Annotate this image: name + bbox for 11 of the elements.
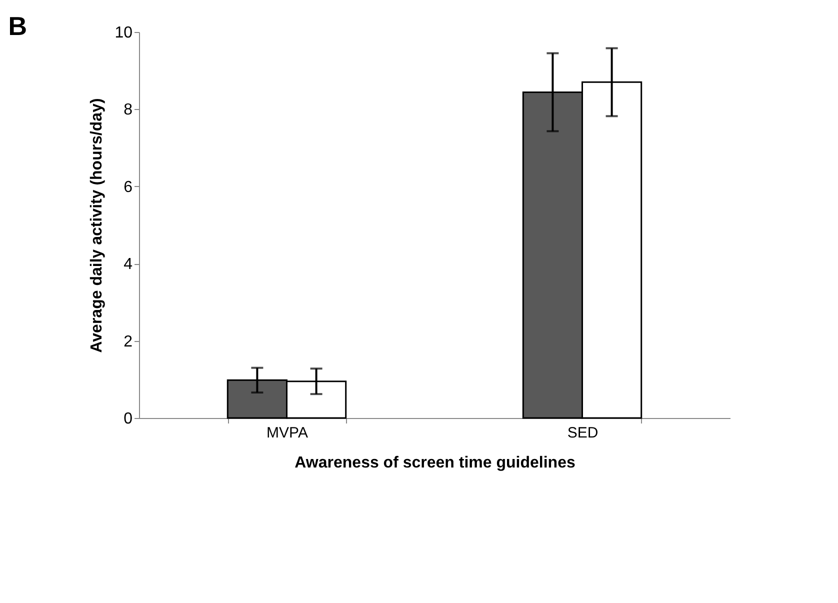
y-tick-label: 0	[124, 410, 133, 428]
y-tick-label: 6	[124, 178, 133, 196]
x-axis-title: Awareness of screen time guidelines	[294, 454, 576, 472]
y-tick-label: 8	[124, 102, 133, 119]
y-tick-label: 2	[124, 333, 133, 350]
x-tick-label: SED	[567, 424, 598, 442]
y-axis-title: Average daily activity (hours/day)	[88, 98, 106, 353]
y-tick-label: 10	[114, 24, 133, 42]
x-tick-label: MVPA	[266, 424, 308, 442]
chart-title: B	[8, 11, 27, 41]
y-tick-label: 4	[124, 256, 133, 274]
